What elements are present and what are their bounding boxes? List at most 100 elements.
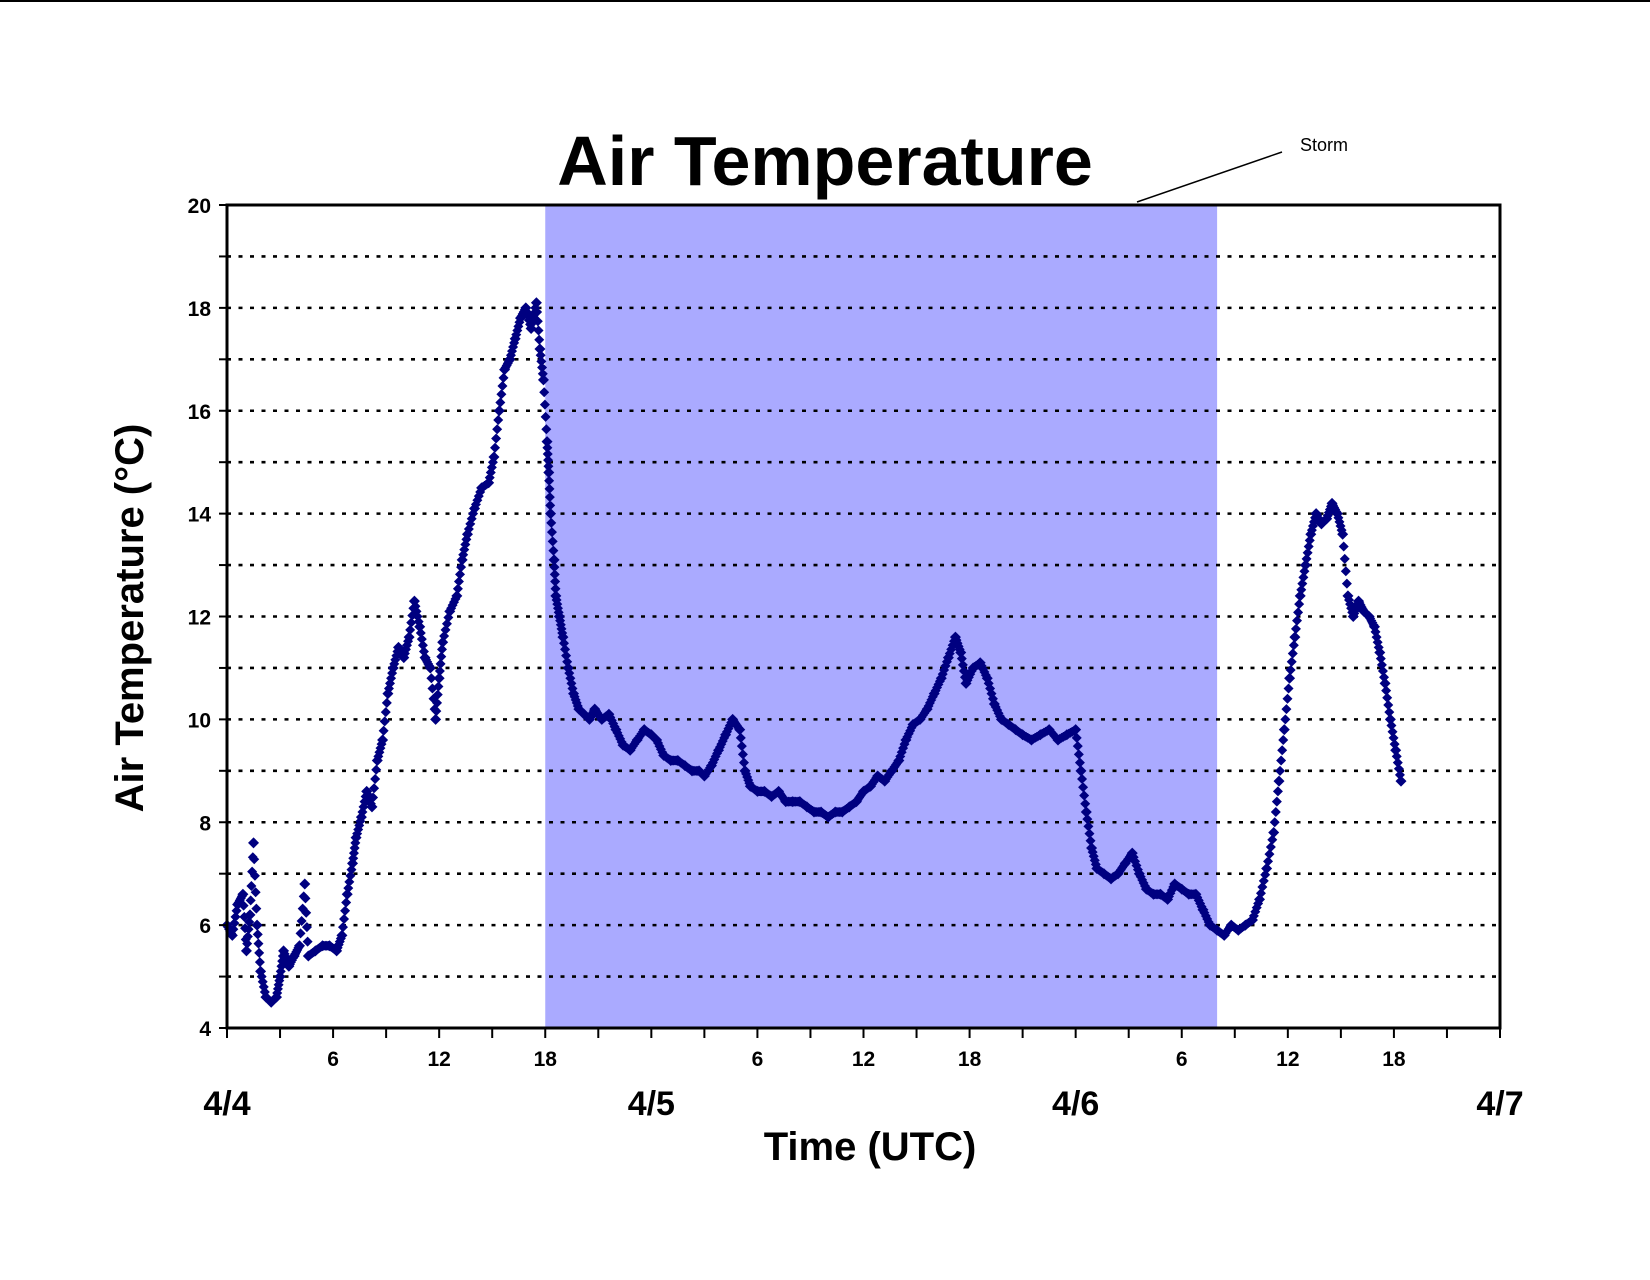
data-point: [550, 590, 562, 602]
data-point: [387, 662, 399, 674]
data-point: [858, 785, 869, 797]
data-point: [1305, 528, 1317, 540]
data-point: [283, 960, 295, 972]
data-point: [1155, 888, 1167, 900]
storm-shaded-region: [545, 205, 1218, 1028]
data-point: [974, 657, 986, 669]
data-point: [1204, 919, 1216, 931]
x-tick-label: 12: [1276, 1048, 1299, 1071]
data-point: [1347, 611, 1359, 622]
data-point: [1278, 724, 1290, 736]
data-point: [766, 791, 778, 803]
data-point: [433, 672, 445, 684]
data-point: [1075, 765, 1087, 777]
data-point: [1225, 919, 1237, 931]
data-point: [1086, 842, 1098, 854]
data-point: [244, 909, 256, 921]
y-tick-label: 8: [199, 812, 211, 835]
data-point: [1300, 559, 1312, 571]
data-point: [451, 590, 463, 602]
data-point: [949, 631, 961, 643]
x-tick-label: 6: [327, 1048, 339, 1071]
data-point: [1337, 528, 1349, 540]
data-point: [371, 755, 383, 767]
x-tick-label: 12: [852, 1048, 875, 1071]
data-point: [1025, 734, 1037, 746]
y-tick-label: 4: [199, 1018, 211, 1041]
data-point: [488, 451, 500, 463]
data-point: [843, 801, 855, 813]
data-point: [1331, 508, 1343, 520]
data-point: [1010, 724, 1022, 736]
data-point: [271, 991, 283, 1003]
data-point: [955, 647, 967, 659]
data-point: [255, 965, 267, 977]
data-point: [1284, 672, 1296, 684]
data-point: [1211, 924, 1223, 936]
data-point: [1091, 863, 1103, 875]
data-point: [589, 703, 601, 715]
data-point: [1273, 775, 1285, 787]
data-point: [921, 703, 933, 715]
y-tick-label: 6: [199, 915, 211, 938]
data-point: [872, 770, 884, 782]
data-point: [1140, 883, 1152, 895]
data-point: [1061, 729, 1073, 741]
data-point: [562, 662, 574, 674]
data-point: [504, 353, 516, 365]
data-point: [1119, 857, 1131, 869]
data-point: [419, 652, 431, 664]
data-point: [1232, 924, 1244, 936]
data-point: [274, 971, 286, 983]
data-point: [361, 785, 373, 797]
data-point: [456, 554, 468, 566]
data-point: [879, 775, 891, 787]
data-point: [461, 528, 473, 540]
x-day-label: 4/6: [1052, 1085, 1099, 1123]
storm-annotation-label: Storm: [1300, 135, 1348, 155]
data-point: [907, 719, 919, 731]
data-point: [1353, 595, 1365, 607]
data-point: [469, 502, 481, 514]
data-point: [1034, 729, 1046, 741]
data-point: [935, 672, 947, 684]
data-point: [829, 806, 841, 818]
data-point: [1017, 729, 1029, 741]
data-point: [541, 436, 553, 448]
data-point: [537, 374, 549, 386]
data-point: [596, 713, 608, 725]
y-tick-label: 14: [188, 504, 212, 527]
data-point: [1246, 914, 1258, 926]
data-point: [1363, 611, 1375, 622]
y-axis-label: Air Temperature (°C): [108, 424, 152, 813]
data-point: [631, 734, 643, 746]
data-point: [686, 765, 698, 777]
data-point: [720, 729, 732, 741]
data-point: [780, 796, 792, 808]
gridlines-layer: [227, 255, 1500, 978]
data-point: [226, 929, 238, 941]
data-point: [1183, 888, 1195, 900]
data-point: [1289, 631, 1301, 643]
data-point: [331, 945, 343, 957]
data-point: [1379, 677, 1391, 689]
data-point: [893, 755, 905, 767]
data-point: [366, 801, 378, 813]
data-point: [1098, 868, 1110, 880]
x-day-label: 4/7: [1476, 1085, 1523, 1123]
data-point: [1169, 878, 1181, 890]
data-point: [794, 796, 806, 808]
data-point: [1176, 883, 1188, 895]
data-point: [437, 636, 449, 648]
data-point: [237, 888, 249, 900]
chart-title: Air Temperature: [557, 122, 1093, 200]
x-axis-label: Time (UTC): [764, 1125, 977, 1169]
data-point: [1326, 497, 1338, 509]
data-point: [672, 755, 684, 767]
y-tick-label: 10: [188, 709, 211, 732]
data-point: [355, 811, 367, 823]
data-point: [1162, 893, 1174, 905]
data-point: [293, 940, 305, 952]
x-tick-label: 6: [752, 1048, 764, 1071]
data-point: [744, 780, 756, 792]
